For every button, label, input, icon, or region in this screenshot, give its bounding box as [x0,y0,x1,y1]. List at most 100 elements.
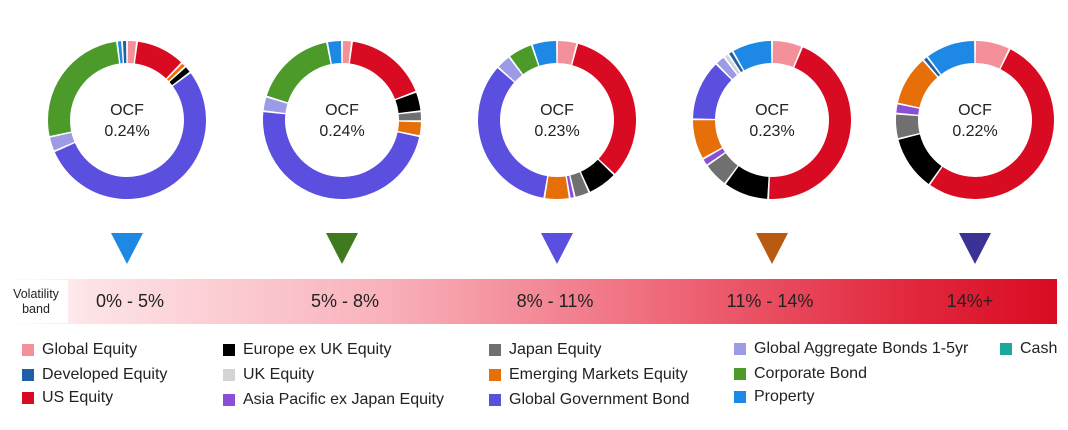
legend-label: UK Equity [243,366,315,383]
donut-slice [397,121,421,136]
donut-slice [263,97,288,114]
donut-slice [733,41,772,71]
legend-label: Global Aggregate Bonds 1-5yr [754,340,969,357]
legend-label: Global Equity [42,341,138,358]
legend-item: Global Government Bond [489,391,690,409]
donut-slice [896,104,920,115]
donut-slice [717,57,737,80]
legend-item: Property [734,388,814,406]
legend-label: Japan Equity [509,341,602,358]
donut-slice [769,47,851,199]
legend-swatch [489,344,501,356]
donut-slice [572,43,636,174]
donut-slice [557,41,577,65]
legend-swatch [489,369,501,381]
legend-swatch [223,369,235,381]
donut-slice [545,176,569,200]
legend-item: Japan Equity [489,341,602,359]
legend-label: Property [754,388,815,405]
legend-item: Emerging Markets Equity [489,366,688,384]
legend-label: Emerging Markets Equity [509,366,688,383]
donut-slice [930,49,1054,199]
volatility-marker-triangle [541,233,573,264]
volatility-band-label: 14%+ [946,291,994,311]
donut-slice [166,63,185,81]
donut-slice [54,73,207,200]
donut-slice [398,112,422,121]
donut-slice [48,41,120,136]
volatility-marker-triangle [959,233,991,264]
donut-slice [342,41,352,64]
legend-label: US Equity [42,389,114,406]
legend-swatch [223,394,235,406]
volatility-band-bar [4,279,1057,324]
volatility-band-label: 8% - 11% [516,291,594,311]
donut-ocf-value: 0.22% [952,123,997,140]
volatility-marker-triangle [756,233,788,264]
legend-label: Europe ex UK Equity [243,341,392,358]
donut-slice [349,41,416,100]
donut-slice [703,148,725,165]
legend-swatch [1000,343,1012,355]
volatility-band-label: 0% - 5% [95,291,165,311]
donut-slice [498,57,523,82]
legend-swatch [734,391,746,403]
legend-item: US Equity [22,389,113,407]
donut-slice [510,45,539,75]
donut-slice [169,67,190,86]
volatility-band-label: 11% - 14% [726,291,814,311]
donut-center-label: OCF [110,102,144,119]
donut-slice [478,68,548,198]
legend-label: Developed Equity [42,366,168,383]
volatility-marker-triangle [111,233,143,264]
legend-item: Asia Pacific ex Japan Equity [223,391,444,409]
legend-item: UK Equity [223,366,314,384]
volatility-band-label: 5% - 8% [310,291,380,311]
legend-label: Asia Pacific ex Japan Equity [243,391,444,408]
donut-slice [707,153,738,184]
donut-slice [580,159,614,192]
donut-ocf-value: 0.23% [534,123,579,140]
legend-label: Cash [1020,340,1058,357]
donut-ocf-value: 0.24% [319,123,364,140]
donut-slice [896,114,920,139]
donut-ocf-value: 0.23% [749,123,794,140]
donut-slice [693,120,722,158]
legend-swatch [734,368,746,380]
donut-slice [897,60,938,108]
donut-slice [127,41,137,64]
legend-swatch [22,392,34,404]
legend-item: Cash [1000,340,1057,358]
legend-item: Corporate Bond [734,365,867,383]
donut-center-label: OCF [958,102,992,119]
legend-swatch [489,394,501,406]
donut-slice [566,175,574,198]
donut-center-label: OCF [540,102,574,119]
donut-ocf-value: 0.24% [104,123,149,140]
donut-slice [50,132,75,151]
donut-slice [570,172,589,197]
donut-slice [924,57,941,77]
legend-item: Global Aggregate Bonds 1-5yr [734,340,968,358]
donut-slice [395,92,421,114]
donut-slice [117,41,123,64]
legend-swatch [734,343,746,355]
donut-slice [262,112,420,200]
donut-charts: OCF 0.24% OCF 0.24% OCF 0.23% OCF 0.23% OCF 0.22% [48,41,1054,264]
donut-slice [266,42,331,103]
donut-slice [122,41,127,64]
volatility-band-title: Volatility band [4,280,68,323]
legend-label: Corporate Bond [754,365,867,382]
volatility-marker-triangle [326,233,358,264]
donut-slice [772,41,802,68]
legend-swatch [22,344,34,356]
legend-swatch [223,344,235,356]
legend-label: Global Government Bond [509,391,690,408]
donut-slice [134,41,182,79]
donut-slice [898,134,942,184]
donut-slice [725,166,769,199]
donut-slice [928,41,975,75]
donut-slice [729,51,744,73]
legend-item: Global Equity [22,341,137,359]
donut-slice [532,41,557,66]
